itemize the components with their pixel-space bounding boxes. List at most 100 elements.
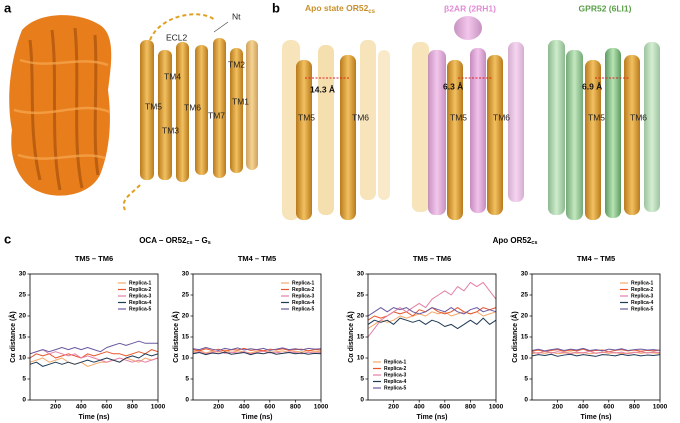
x-tick-label: 200 xyxy=(388,404,399,411)
y-tick-label: 30 xyxy=(19,271,27,278)
x-tick-label: 400 xyxy=(239,404,250,411)
panel-label: b xyxy=(272,0,280,15)
structure-label: TM3 xyxy=(162,125,179,135)
title-subscript: cs xyxy=(186,240,192,246)
x-axis-label: Time (ns) xyxy=(79,414,110,421)
y-tick-label: 25 xyxy=(357,292,365,299)
structure-label: ECL2 xyxy=(166,32,188,42)
y-tick-label: 15 xyxy=(357,334,365,341)
x-tick-label: 800 xyxy=(127,404,138,411)
helix-label: TM6 xyxy=(493,112,510,122)
y-tick-label: 20 xyxy=(182,313,190,320)
title-part: Apo OR52 xyxy=(493,236,532,245)
data-line xyxy=(29,357,159,367)
data-line xyxy=(531,347,661,352)
helix-label: TM5 xyxy=(450,112,467,122)
y-tick-label: 30 xyxy=(182,271,190,278)
data-line xyxy=(531,353,661,357)
y-axis-label: Cα distance (Å) xyxy=(510,311,519,362)
data-line xyxy=(367,307,497,321)
x-tick-label: 600 xyxy=(264,404,275,411)
legend-label: Replica-3 xyxy=(631,293,653,299)
group-title: Apo OR52cs xyxy=(493,236,538,246)
x-tick-label: 200 xyxy=(213,404,224,411)
data-line xyxy=(531,348,661,353)
y-tick-label: 0 xyxy=(185,397,189,404)
y-tick-label: 5 xyxy=(22,376,26,383)
helix-label: TM6 xyxy=(630,112,647,122)
title-part: Apo state OR52 xyxy=(305,3,369,13)
structure-title: Apo state OR52cs xyxy=(305,3,376,14)
legend-label: Replica-4 xyxy=(129,300,151,306)
y-tick-label: 25 xyxy=(521,292,529,299)
data-line xyxy=(192,347,322,351)
legend-label: Replica-3 xyxy=(129,293,151,299)
x-tick-label: 200 xyxy=(552,404,563,411)
x-axis-label: Time (ns) xyxy=(242,414,273,421)
data-line xyxy=(367,307,497,317)
x-tick-label: 600 xyxy=(603,404,614,411)
title-subscript: s xyxy=(208,240,211,246)
structure-gpr52 xyxy=(548,40,660,220)
helix-label: TM6 xyxy=(352,112,369,122)
y-tick-label: 5 xyxy=(185,376,189,383)
y-tick-label: 25 xyxy=(182,292,190,299)
distance-label: 6.9 Å xyxy=(582,81,602,91)
y-tick-label: 0 xyxy=(360,397,364,404)
y-axis-label: Cα distance (Å) xyxy=(171,311,180,362)
y-tick-label: 0 xyxy=(22,397,26,404)
structure-label: TM6 xyxy=(184,102,201,112)
structure-label: TM4 xyxy=(164,71,181,81)
y-tick-label: 20 xyxy=(357,313,365,320)
legend-label: Replica-2 xyxy=(129,287,151,293)
legend-label: Replica-5 xyxy=(292,306,314,312)
distance-label: 14.3 Å xyxy=(310,84,335,94)
structure-label: TM5 xyxy=(145,101,162,111)
y-tick-label: 5 xyxy=(360,376,364,383)
y-tick-label: 15 xyxy=(182,334,190,341)
helix-label: TM5 xyxy=(298,112,315,122)
x-tick-label: 800 xyxy=(629,404,640,411)
structure-apo xyxy=(282,40,390,220)
x-tick-label: 1000 xyxy=(653,404,668,411)
legend-label: Replica-2 xyxy=(292,287,314,293)
legend-label: Replica-1 xyxy=(129,280,151,286)
y-tick-label: 30 xyxy=(357,271,365,278)
legend-label: Replica-3 xyxy=(384,372,406,378)
legend-label: Replica-4 xyxy=(292,300,314,306)
data-line xyxy=(192,349,322,354)
data-line xyxy=(29,353,159,367)
panel-label: c xyxy=(4,231,11,246)
x-tick-label: 1000 xyxy=(314,404,329,411)
y-tick-label: 15 xyxy=(521,334,529,341)
structure-title: β2AR (2RH1) xyxy=(444,3,496,13)
y-tick-label: 20 xyxy=(521,313,529,320)
chart-title: TM4 – TM5 xyxy=(238,254,276,263)
y-axis-label: Cα distance (Å) xyxy=(8,311,17,362)
legend-label: Replica-2 xyxy=(384,366,406,372)
chart-title: TM5 – TM6 xyxy=(413,254,451,263)
y-tick-label: 15 xyxy=(19,334,27,341)
structure-title: GPR52 (6LI1) xyxy=(579,3,632,13)
legend-label: Replica-4 xyxy=(384,379,406,385)
x-tick-label: 1000 xyxy=(151,404,166,411)
legend-label: Replica-4 xyxy=(631,300,653,306)
y-tick-label: 30 xyxy=(521,271,529,278)
panel-label: a xyxy=(4,0,12,15)
structure-a xyxy=(122,13,258,211)
legend-label: Replica-5 xyxy=(384,385,406,391)
legend-label: Replica-2 xyxy=(631,287,653,293)
distance-label: 6.3 Å xyxy=(443,81,463,91)
legend-label: Replica-1 xyxy=(384,359,406,365)
data-line xyxy=(367,317,497,330)
chart-title: TM4 – TM5 xyxy=(577,254,615,263)
x-axis-label: Time (ns) xyxy=(417,414,448,421)
legend-label: Replica-1 xyxy=(631,280,653,286)
y-axis-label: Cα distance (Å) xyxy=(346,311,355,362)
legend-label: Replica-3 xyxy=(292,293,314,299)
x-tick-label: 800 xyxy=(290,404,301,411)
helix-label: TM5 xyxy=(588,112,605,122)
title-subscript: cs xyxy=(531,240,537,246)
y-tick-label: 10 xyxy=(521,355,529,362)
